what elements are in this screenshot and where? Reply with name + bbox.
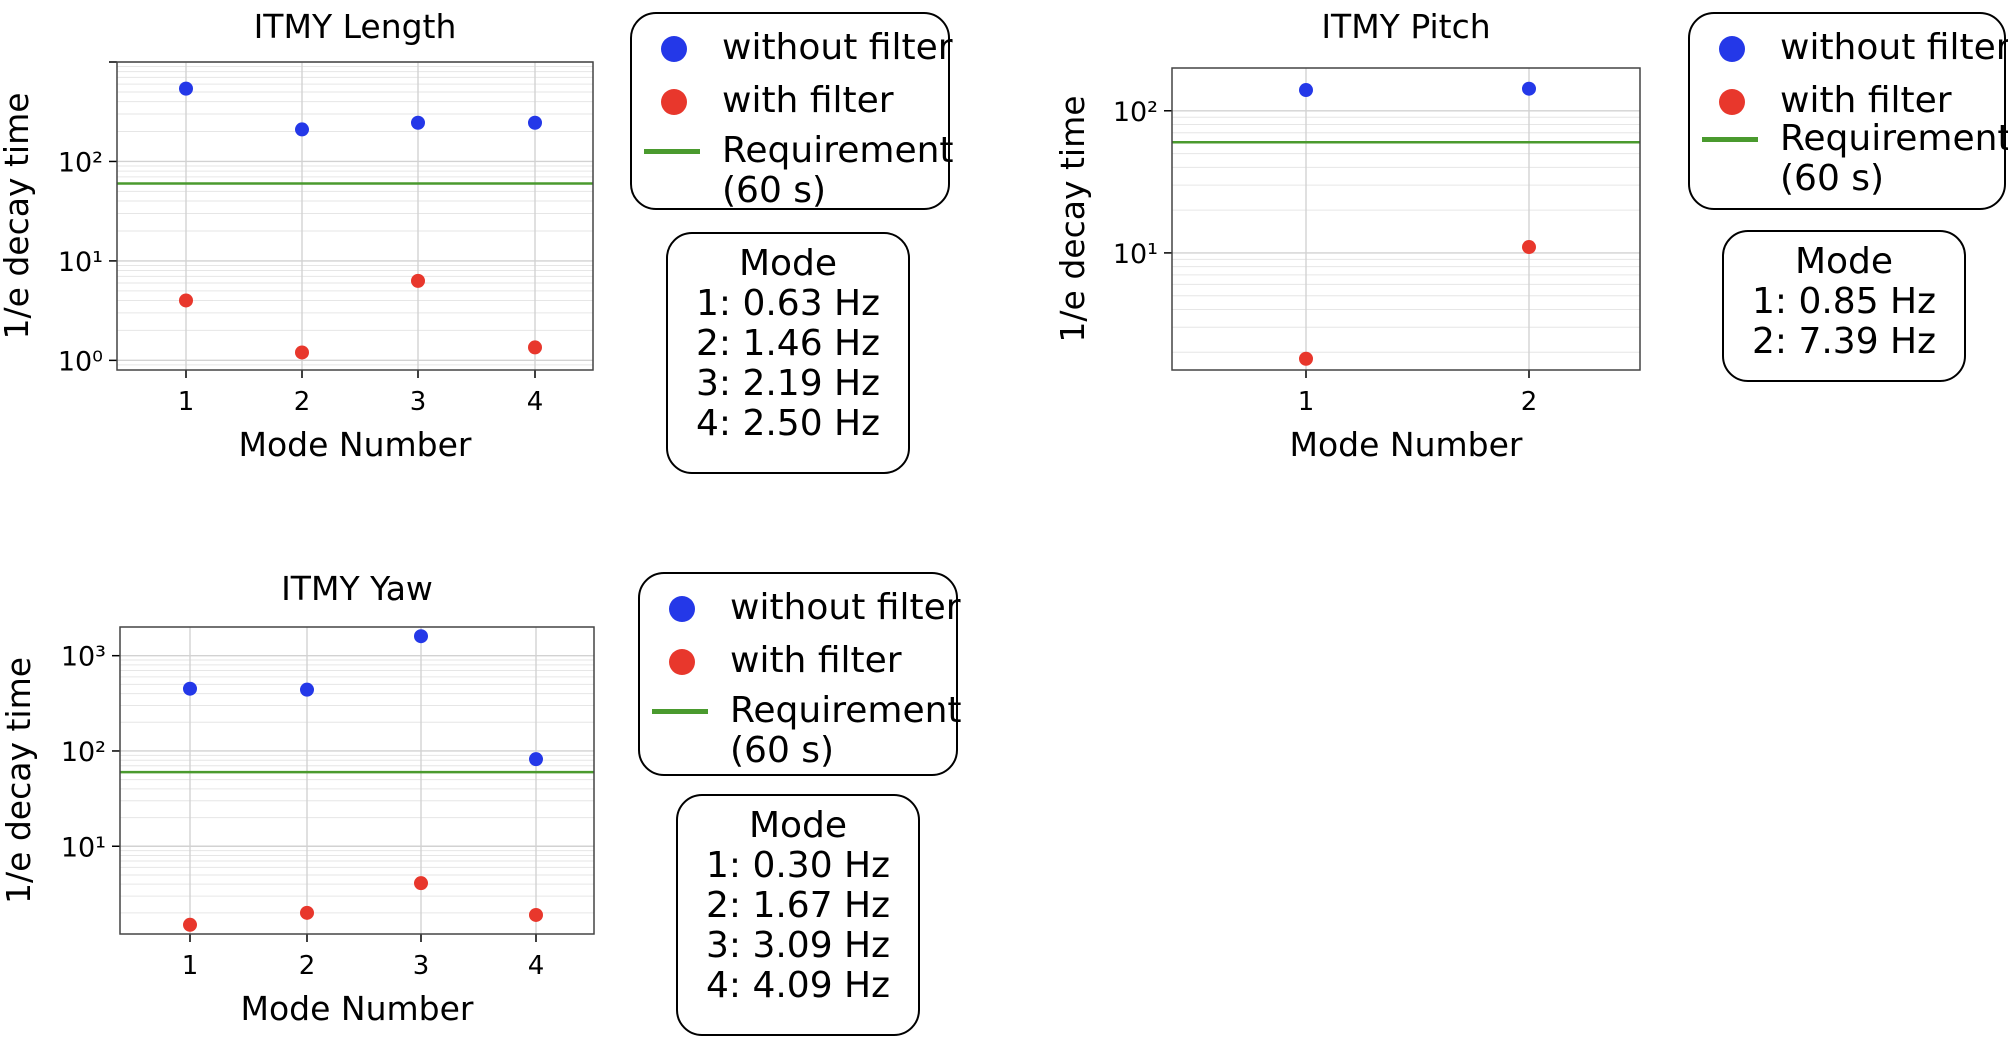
chart-title: ITMY Length	[254, 7, 457, 46]
x-tick-label: 1	[1298, 387, 1315, 417]
data-point-with-filter	[529, 907, 543, 922]
y-tick-label: 10²	[1113, 97, 1158, 128]
plot-frame	[1171, 67, 1641, 371]
data-point-without-filter	[1299, 83, 1313, 98]
requirement-text-line1: Requirement	[730, 690, 962, 731]
x-axis-label: Mode Number	[239, 425, 472, 464]
mode-entry: 3: 3.09 Hz	[705, 925, 891, 966]
requirement-text-line2: (60 s)	[1780, 158, 1885, 199]
legend-line-requirement	[644, 149, 700, 154]
y-axis-label: 1/e decay time	[0, 92, 36, 339]
data-point-with-filter	[295, 345, 309, 360]
data-point-with-filter	[179, 293, 193, 308]
mode-entry: 1: 0.30 Hz	[705, 845, 891, 886]
y-axis-label: 1/e decay time	[0, 657, 38, 904]
data-point-without-filter	[528, 115, 542, 130]
chart-title: ITMY Pitch	[1321, 7, 1490, 46]
data-point-without-filter	[179, 81, 193, 96]
y-tick-label: 10⁰	[58, 346, 103, 377]
legend-line-requirement	[652, 709, 708, 714]
data-point-with-filter	[528, 340, 542, 355]
mode-entry: 2: 1.67 Hz	[705, 885, 891, 926]
x-tick-label: 3	[410, 387, 427, 417]
y-tick-label: 10¹	[1113, 239, 1158, 270]
x-tick-label: 4	[527, 387, 544, 417]
y-tick-label: 10²	[58, 147, 103, 178]
legend-label-without-filter: without filter	[1780, 27, 2008, 68]
mode-entry: 1: 0.85 Hz	[1751, 281, 1937, 322]
y-tick-label: 10¹	[58, 247, 103, 278]
legend-length: without filter with filter Requirement (6…	[630, 12, 954, 211]
data-point-without-filter	[183, 681, 197, 696]
data-point-without-filter	[295, 122, 309, 137]
requirement-text-line1: Requirement	[722, 130, 954, 171]
data-point-without-filter	[529, 752, 543, 767]
legend-label-requirement: Requirement (60 s)	[722, 131, 954, 211]
legend-marker-without-filter	[661, 36, 687, 62]
data-point-with-filter	[1522, 240, 1536, 255]
data-point-with-filter	[411, 273, 425, 288]
legend-marker-with-filter	[669, 649, 695, 675]
legend-label-with-filter: with filter	[722, 80, 894, 121]
y-tick-label: 10³	[61, 642, 106, 673]
data-point-with-filter	[1299, 351, 1313, 366]
x-tick-label: 2	[1521, 387, 1538, 417]
data-point-without-filter	[1522, 81, 1536, 96]
x-tick-label: 1	[178, 387, 195, 417]
legend-marker-with-filter	[661, 89, 687, 115]
x-axis-label: Mode Number	[1290, 425, 1523, 464]
x-tick-label: 2	[299, 951, 316, 981]
modes-title: Mode	[748, 805, 848, 846]
modes-box-yaw: Mode 1: 0.30 Hz 2: 1.67 Hz 3: 3.09 Hz 4:…	[676, 794, 920, 1036]
modes-box-length: Mode 1: 0.63 Hz 2: 1.46 Hz 3: 2.19 Hz 4:…	[666, 232, 910, 474]
y-tick-label: 10²	[61, 737, 106, 768]
y-axis-label: 1/e decay time	[1053, 95, 1092, 342]
y-tick-label: 10¹	[61, 832, 106, 863]
data-point-without-filter	[414, 629, 428, 644]
mode-entry: 1: 0.63 Hz	[695, 283, 881, 324]
legend-label-requirement: Requirement (60 s)	[1780, 119, 2008, 199]
legend-marker-with-filter	[1719, 89, 1745, 115]
data-point-with-filter	[414, 876, 428, 891]
requirement-text-line2: (60 s)	[730, 730, 835, 771]
mode-entry: 3: 2.19 Hz	[695, 363, 881, 404]
legend-marker-without-filter	[1719, 36, 1745, 62]
x-tick-label: 3	[413, 951, 430, 981]
x-tick-label: 4	[528, 951, 545, 981]
legend-label-without-filter: without filter	[730, 587, 961, 628]
data-point-without-filter	[300, 682, 314, 697]
data-point-with-filter	[183, 917, 197, 932]
requirement-text-line2: (60 s)	[722, 170, 827, 211]
modes-title: Mode	[738, 243, 838, 284]
legend-label-without-filter: without filter	[722, 27, 953, 68]
modes-box-pitch: Mode 1: 0.85 Hz 2: 7.39 Hz	[1722, 230, 1966, 382]
mode-entry: 4: 2.50 Hz	[695, 403, 881, 444]
chart-title: ITMY Yaw	[281, 569, 433, 608]
plot-frame	[116, 61, 594, 371]
legend-label-requirement: Requirement (60 s)	[730, 691, 962, 771]
mode-entry: 4: 4.09 Hz	[705, 965, 891, 1006]
legend-yaw: without filter with filter Requirement (6…	[638, 572, 962, 776]
modes-title: Mode	[1794, 241, 1894, 282]
plot-frame	[119, 626, 595, 935]
data-point-with-filter	[300, 905, 314, 920]
x-axis-label: Mode Number	[241, 989, 474, 1028]
x-tick-label: 2	[294, 387, 311, 417]
legend-label-with-filter: with filter	[730, 640, 902, 681]
legend-marker-without-filter	[669, 596, 695, 622]
requirement-text-line1: Requirement	[1780, 118, 2008, 159]
legend-label-with-filter: with filter	[1780, 80, 1952, 121]
x-tick-label: 1	[182, 951, 199, 981]
data-point-without-filter	[411, 115, 425, 130]
legend-pitch: without filter with filter Requirement (6…	[1688, 12, 2008, 210]
mode-entry: 2: 7.39 Hz	[1751, 321, 1937, 362]
legend-line-requirement	[1702, 137, 1758, 142]
mode-entry: 2: 1.46 Hz	[695, 323, 881, 364]
